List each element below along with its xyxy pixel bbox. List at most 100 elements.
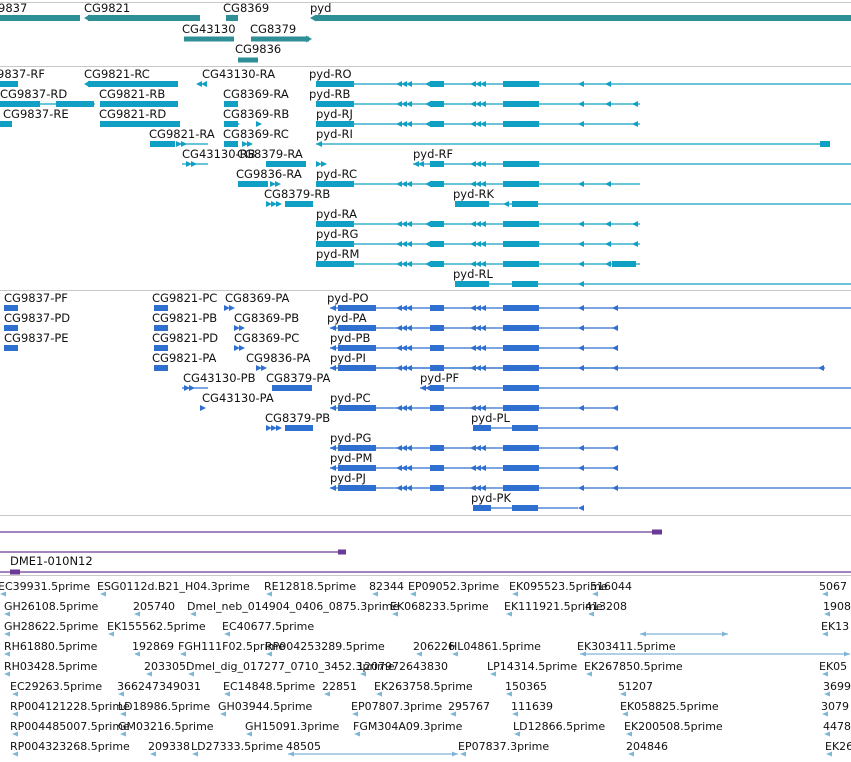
cd-label[interactable]: pyd-PO — [327, 291, 369, 305]
strand-arrow[interactable] — [425, 385, 431, 391]
strand-arrow[interactable] — [826, 751, 832, 757]
exon-block[interactable] — [338, 325, 376, 331]
strand-arrow[interactable] — [396, 121, 402, 127]
transcript-label[interactable]: pyd-RI — [316, 127, 353, 141]
strand-arrow[interactable] — [450, 711, 456, 717]
strand-arrow[interactable] — [592, 591, 598, 597]
strand-arrow[interactable] — [234, 325, 240, 331]
exon-block[interactable] — [430, 465, 444, 471]
est-label[interactable]: EK267850.5prime — [584, 660, 683, 673]
strand-arrow[interactable] — [12, 691, 18, 697]
strand-arrow[interactable] — [578, 325, 584, 331]
est-label[interactable]: 22851 — [322, 680, 357, 693]
strand-arrow[interactable] — [480, 241, 486, 247]
strand-arrow[interactable] — [146, 671, 152, 677]
strand-arrow[interactable] — [818, 365, 824, 371]
strand-arrow[interactable] — [239, 325, 245, 331]
exon-block[interactable] — [430, 221, 444, 227]
strand-arrow[interactable] — [620, 691, 626, 697]
cd-label[interactable]: CG9821-PB — [152, 311, 218, 325]
strand-arrow[interactable] — [118, 691, 124, 697]
strand-arrow[interactable] — [475, 161, 481, 167]
strand-arrow[interactable] — [271, 425, 277, 431]
strand-arrow[interactable] — [134, 611, 140, 617]
exon-block[interactable] — [503, 261, 539, 267]
strand-arrow[interactable] — [316, 161, 322, 167]
transcript-label[interactable]: CG43130-RA — [202, 67, 276, 81]
strand-arrow[interactable] — [396, 261, 402, 267]
strand-arrow[interactable] — [578, 241, 584, 247]
est-label[interactable]: EC29263.5prime — [10, 680, 103, 693]
strand-arrow[interactable] — [401, 305, 407, 311]
strand-arrow[interactable] — [605, 221, 611, 227]
exon-block[interactable] — [473, 505, 491, 511]
exon-block[interactable] — [503, 345, 539, 351]
strand-arrow[interactable] — [475, 465, 481, 471]
strand-arrow[interactable] — [612, 485, 618, 491]
strand-arrow[interactable] — [401, 485, 407, 491]
strand-arrow[interactable] — [578, 405, 584, 411]
strand-arrow[interactable] — [578, 465, 584, 471]
gene-bar[interactable] — [238, 57, 258, 63]
strand-arrow[interactable] — [239, 345, 245, 351]
exon-block[interactable] — [430, 325, 444, 331]
strand-arrow[interactable] — [475, 181, 481, 187]
gene-bar[interactable] — [251, 36, 309, 42]
exon-block[interactable] — [430, 305, 444, 311]
exon-block[interactable] — [503, 241, 539, 247]
strand-arrow[interactable] — [480, 325, 486, 331]
strand-arrow[interactable] — [470, 405, 476, 411]
exon-block[interactable] — [430, 345, 444, 351]
strand-arrow[interactable] — [396, 465, 402, 471]
transcript-label[interactable]: CG9821-RB — [99, 87, 166, 101]
cd-label[interactable]: CG9821-PD — [152, 331, 219, 345]
strand-arrow[interactable] — [306, 35, 312, 43]
strand-arrow[interactable] — [512, 591, 518, 597]
strand-arrow[interactable] — [266, 651, 272, 657]
cd-label[interactable]: pyd-PF — [420, 371, 460, 385]
strand-arrow[interactable] — [844, 651, 850, 657]
transcript-label[interactable]: pyd-RB — [309, 87, 351, 101]
exon-block[interactable] — [224, 101, 238, 107]
strand-arrow[interactable] — [480, 485, 486, 491]
exon-block[interactable] — [154, 365, 168, 371]
strand-arrow[interactable] — [480, 81, 486, 87]
strand-arrow[interactable] — [261, 365, 267, 371]
strand-arrow[interactable] — [822, 631, 828, 637]
strand-arrow[interactable] — [180, 651, 186, 657]
gene-label[interactable]: CG8369 — [223, 1, 270, 15]
cd-label[interactable]: pyd-PA — [327, 311, 367, 325]
strand-arrow[interactable] — [425, 261, 431, 267]
strand-arrow[interactable] — [460, 751, 466, 757]
strand-arrow[interactable] — [396, 405, 402, 411]
strand-arrow[interactable] — [475, 101, 481, 107]
transcript-label[interactable]: pyd-RJ — [316, 107, 353, 121]
est-label[interactable]: RP004253289.5prime — [265, 640, 385, 653]
strand-arrow[interactable] — [822, 671, 828, 677]
strand-arrow[interactable] — [401, 121, 407, 127]
strand-arrow[interactable] — [480, 121, 486, 127]
strand-arrow[interactable] — [632, 121, 638, 127]
strand-arrow[interactable] — [578, 81, 584, 87]
exon-block[interactable] — [0, 81, 18, 87]
est-label[interactable]: EK095523.5prime — [509, 580, 608, 593]
strand-arrow[interactable] — [480, 465, 486, 471]
strand-arrow[interactable] — [224, 305, 230, 311]
strand-arrow[interactable] — [578, 505, 584, 511]
strand-arrow[interactable] — [271, 201, 277, 207]
transcript-label[interactable]: CG9836-RA — [236, 167, 302, 181]
strand-arrow[interactable] — [475, 241, 481, 247]
transcript-label[interactable]: pyd-RL — [453, 267, 493, 281]
strand-arrow[interactable] — [475, 485, 481, 491]
cd-label[interactable]: pyd-PB — [330, 331, 371, 345]
exon-block[interactable] — [316, 221, 354, 227]
exon-block[interactable] — [338, 365, 376, 371]
strand-arrow[interactable] — [401, 241, 407, 247]
strand-arrow[interactable] — [605, 241, 611, 247]
cd-label[interactable]: CG8379-PB — [265, 411, 331, 425]
strand-arrow[interactable] — [406, 465, 412, 471]
strand-arrow[interactable] — [578, 345, 584, 351]
strand-arrow[interactable] — [480, 445, 486, 451]
est-label[interactable]: 3079 — [821, 700, 849, 713]
est-label[interactable]: LD27333.5prime — [191, 740, 284, 753]
